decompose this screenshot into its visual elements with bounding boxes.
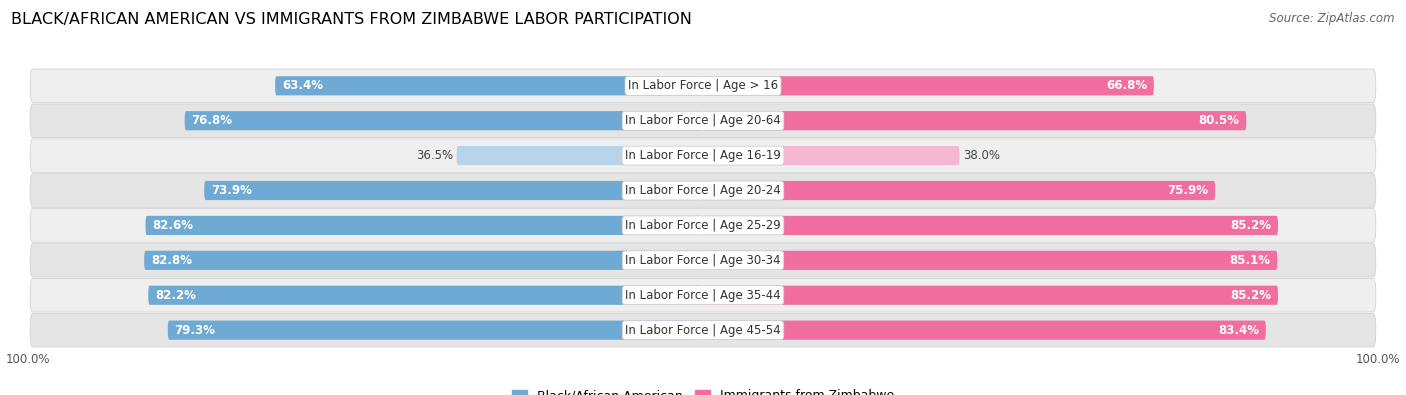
FancyBboxPatch shape — [30, 278, 1376, 312]
FancyBboxPatch shape — [184, 111, 703, 130]
Text: 82.8%: 82.8% — [150, 254, 193, 267]
FancyBboxPatch shape — [457, 146, 703, 165]
Text: 63.4%: 63.4% — [281, 79, 323, 92]
FancyBboxPatch shape — [703, 321, 1265, 340]
Text: 85.1%: 85.1% — [1230, 254, 1271, 267]
Text: 38.0%: 38.0% — [963, 149, 1000, 162]
Text: 36.5%: 36.5% — [416, 149, 453, 162]
FancyBboxPatch shape — [703, 111, 1246, 130]
Text: 75.9%: 75.9% — [1167, 184, 1209, 197]
Text: 76.8%: 76.8% — [191, 114, 232, 127]
Text: In Labor Force | Age 25-29: In Labor Force | Age 25-29 — [626, 219, 780, 232]
FancyBboxPatch shape — [703, 216, 1278, 235]
Text: In Labor Force | Age 35-44: In Labor Force | Age 35-44 — [626, 289, 780, 302]
FancyBboxPatch shape — [30, 174, 1376, 207]
FancyBboxPatch shape — [703, 181, 1215, 200]
FancyBboxPatch shape — [276, 76, 703, 96]
Text: In Labor Force | Age 30-34: In Labor Force | Age 30-34 — [626, 254, 780, 267]
FancyBboxPatch shape — [703, 76, 1154, 96]
FancyBboxPatch shape — [30, 244, 1376, 277]
Text: In Labor Force | Age 45-54: In Labor Force | Age 45-54 — [626, 324, 780, 337]
Text: 73.9%: 73.9% — [211, 184, 252, 197]
FancyBboxPatch shape — [703, 286, 1278, 305]
FancyBboxPatch shape — [146, 216, 703, 235]
FancyBboxPatch shape — [703, 146, 959, 165]
FancyBboxPatch shape — [30, 139, 1376, 172]
Text: In Labor Force | Age 16-19: In Labor Force | Age 16-19 — [626, 149, 780, 162]
Text: In Labor Force | Age 20-24: In Labor Force | Age 20-24 — [626, 184, 780, 197]
Text: 79.3%: 79.3% — [174, 324, 215, 337]
FancyBboxPatch shape — [30, 69, 1376, 103]
Text: 80.5%: 80.5% — [1198, 114, 1240, 127]
FancyBboxPatch shape — [30, 104, 1376, 137]
Text: 82.6%: 82.6% — [152, 219, 193, 232]
FancyBboxPatch shape — [145, 251, 703, 270]
FancyBboxPatch shape — [30, 313, 1376, 347]
FancyBboxPatch shape — [703, 251, 1277, 270]
Legend: Black/African American, Immigrants from Zimbabwe: Black/African American, Immigrants from … — [506, 384, 900, 395]
FancyBboxPatch shape — [30, 209, 1376, 242]
Text: 83.4%: 83.4% — [1218, 324, 1260, 337]
Text: 82.2%: 82.2% — [155, 289, 195, 302]
Text: 85.2%: 85.2% — [1230, 219, 1271, 232]
FancyBboxPatch shape — [167, 321, 703, 340]
FancyBboxPatch shape — [204, 181, 703, 200]
Text: Source: ZipAtlas.com: Source: ZipAtlas.com — [1270, 12, 1395, 25]
Text: In Labor Force | Age 20-64: In Labor Force | Age 20-64 — [626, 114, 780, 127]
Text: 66.8%: 66.8% — [1107, 79, 1147, 92]
Text: 85.2%: 85.2% — [1230, 289, 1271, 302]
Text: BLACK/AFRICAN AMERICAN VS IMMIGRANTS FROM ZIMBABWE LABOR PARTICIPATION: BLACK/AFRICAN AMERICAN VS IMMIGRANTS FRO… — [11, 12, 692, 27]
FancyBboxPatch shape — [148, 286, 703, 305]
Text: In Labor Force | Age > 16: In Labor Force | Age > 16 — [628, 79, 778, 92]
